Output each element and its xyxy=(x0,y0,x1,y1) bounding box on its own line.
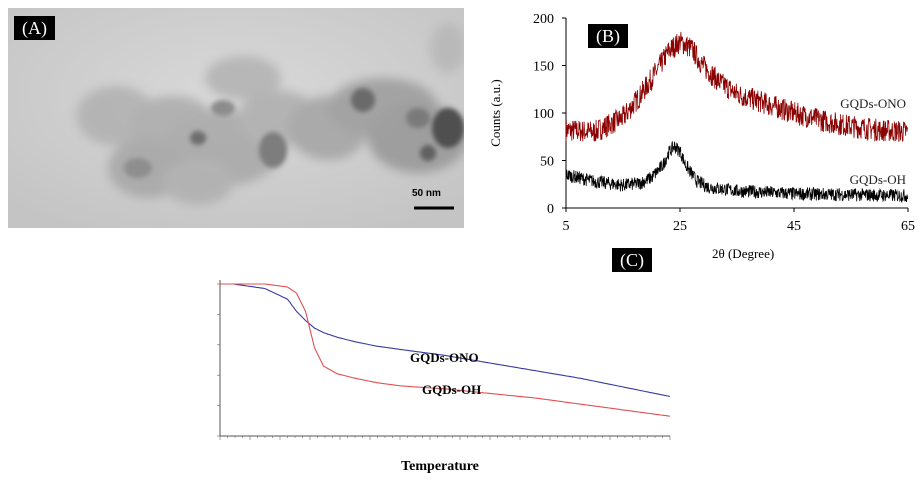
xrd-series-gqds-ono xyxy=(565,31,909,142)
tga-chart: GQDs-ONO GQDs-OH Temperature xyxy=(217,280,671,474)
xrd-y-tick-label: 0 xyxy=(547,202,554,217)
tga-series-group xyxy=(220,283,671,417)
tga-series-gqds-ono xyxy=(220,283,671,398)
tga-axes xyxy=(217,280,671,440)
panel-c-label: (C) xyxy=(612,248,652,272)
xrd-y-tick-label: 150 xyxy=(533,60,554,75)
xrd-x-tick-label: 65 xyxy=(901,219,915,234)
xrd-labels-group: 5 25 45 65 0 50 100 150 200 Counts (a.u.) 2θ (Degr… xyxy=(488,12,915,261)
xrd-x-tick-label: 5 xyxy=(563,219,570,234)
tga-series-label-gqds-ono: GQDs-ONO xyxy=(410,350,479,365)
tga-x-axis-label: Temperature xyxy=(401,459,479,474)
tga-chart-panel: GQDs-ONO GQDs-OH Temperature xyxy=(200,270,690,476)
tga-series-gqds-oh xyxy=(220,283,671,417)
tem-micrograph xyxy=(8,8,464,228)
xrd-chart: 5 25 45 65 0 50 100 150 200 Counts (a.u.) 2θ (Degr… xyxy=(488,12,915,261)
scale-bar-label: 50 nm xyxy=(412,188,441,199)
xrd-y-tick-label: 200 xyxy=(533,12,554,27)
xrd-x-tick-label: 45 xyxy=(787,219,801,234)
tem-image-panel: (A) 50 nm xyxy=(8,8,464,228)
tga-labels-group: GQDs-ONO GQDs-OH Temperature xyxy=(401,350,481,474)
xrd-series-group xyxy=(565,31,909,204)
xrd-y-tick-label: 100 xyxy=(533,107,554,122)
panel-b-label: (B) xyxy=(588,24,628,48)
xrd-y-tick-label: 50 xyxy=(540,155,554,170)
panel-a-label: (A) xyxy=(14,16,55,40)
xrd-x-axis-label: 2θ (Degree) xyxy=(712,246,774,261)
xrd-y-axis-label: Counts (a.u.) xyxy=(488,79,503,147)
xrd-series-label-gqds-ono: GQDs-ONO xyxy=(840,96,906,111)
xrd-x-tick-label: 25 xyxy=(673,219,687,234)
xrd-chart-panel: 5 25 45 65 0 50 100 150 200 Counts (a.u.) 2θ (Degr… xyxy=(476,0,920,272)
tga-series-label-gqds-oh: GQDs-OH xyxy=(422,382,481,397)
xrd-series-gqds-oh xyxy=(565,140,909,204)
xrd-series-label-gqds-oh: GQDs-OH xyxy=(850,172,906,187)
